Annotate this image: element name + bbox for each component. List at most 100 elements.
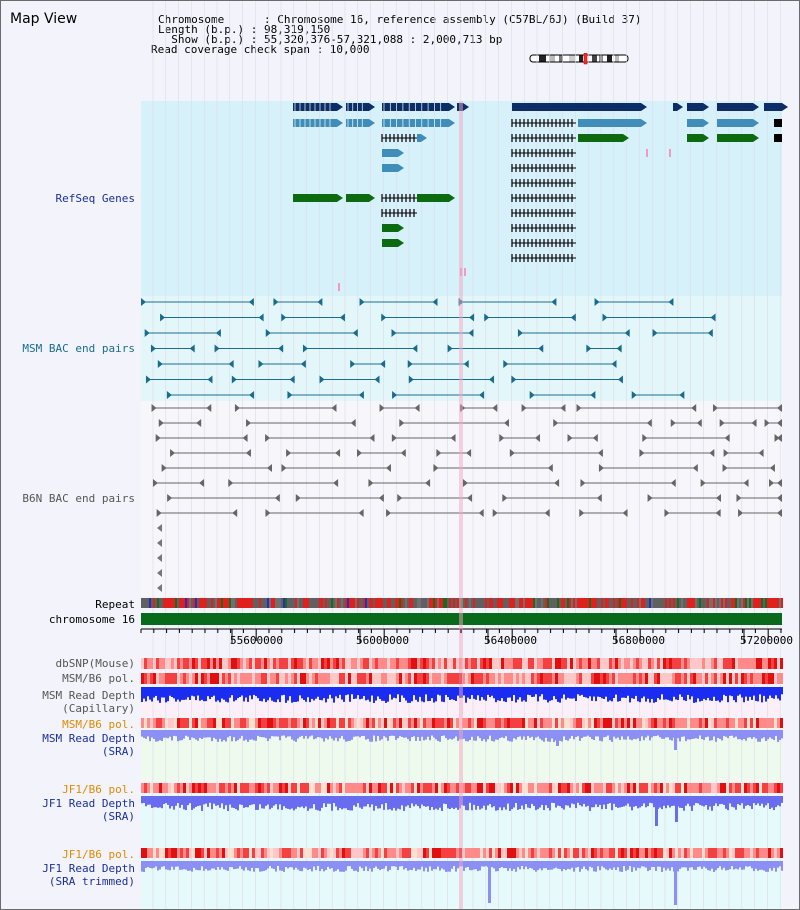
repeat-element [531, 598, 533, 608]
jf1-depth-sra-bar [457, 796, 459, 810]
gene-feature [578, 119, 641, 127]
track-label-jf1-b6-pol-2[interactable]: JF1/B6 pol. [62, 848, 135, 861]
msm-bac-pair-end [652, 329, 658, 337]
jf1-pol-cell [759, 783, 762, 793]
jf1-depth-sra-bar [175, 796, 177, 806]
jf1-pol2-cell [384, 848, 387, 858]
msm-pol2-cell [552, 718, 555, 728]
msm-depth-cap-bar [329, 687, 331, 695]
jf1-pol2-cell [378, 848, 381, 858]
msm-depth-sra-bar [449, 730, 451, 739]
jf1-depth-sra-bar [311, 796, 313, 809]
jf1-depth-sra-bar [183, 796, 185, 810]
dbsnp-cell [417, 658, 420, 669]
track-label-chromosome[interactable]: chromosome 16 [48, 613, 135, 626]
repeat-element [189, 598, 191, 608]
msm-bac-pair-end [215, 329, 221, 337]
jf1-pol2-cell [261, 848, 264, 858]
jf1-depth-trim-bar [753, 861, 755, 872]
jf1-pol-cell [156, 783, 159, 793]
jf1-pol-cell [594, 783, 597, 793]
show-range-info: Show (b.p.) : 55,320,376-57,321,088 : 2,… [158, 33, 503, 46]
track-label-msm-b6-pol-2[interactable]: MSM/B6 pol. [62, 718, 135, 731]
dbsnp-cell [771, 658, 774, 669]
jf1-pol2-cell [483, 848, 486, 858]
track-label-b6n-bac[interactable]: B6N BAC end pairs [22, 492, 135, 505]
repeat-element [199, 598, 201, 608]
msm-bac-pair-end [141, 298, 147, 306]
msm-pol-cell [570, 673, 573, 684]
gene-feature [673, 103, 677, 111]
track-label-jf1-depth-sra[interactable]: JF1 Read Depth [42, 797, 135, 810]
jf1-pol-cell [240, 783, 243, 793]
jf1-depth-sra-bar [485, 796, 487, 810]
gene-feature [717, 134, 753, 142]
jf1-depth-sra-bar [383, 796, 385, 810]
msm-depth-cap-bar [589, 687, 591, 697]
gene-strand-arrow [369, 194, 375, 202]
jf1-depth-sra-bar [321, 796, 323, 808]
jf1-depth-trim-bar [779, 861, 781, 867]
msm-depth-sra-bar [301, 730, 303, 736]
jf1-depth-sra-bar [303, 796, 305, 809]
msm-bac-pair-end [289, 375, 295, 384]
b6n-bac-pair-end [267, 464, 273, 472]
jf1-pol2-cell [453, 848, 456, 858]
msm-pol2-cell [246, 718, 249, 728]
jf1-depth-sra-bar [401, 796, 403, 806]
dbsnp-cell [687, 658, 690, 669]
track-label-jf1-b6-pol[interactable]: JF1/B6 pol. [62, 783, 135, 796]
track-label-repeat[interactable]: Repeat [95, 598, 135, 611]
msm-depth-sra-bar [455, 730, 457, 737]
msm-pol2-cell [399, 718, 402, 728]
chromosome-ideogram[interactable] [529, 53, 631, 65]
jf1-pol2-cell [549, 848, 552, 858]
jf1-depth-sra-bar [511, 796, 513, 810]
jf1-depth-sra-bar [579, 796, 581, 806]
msm-pol-cell [489, 673, 492, 684]
jf1-depth-sra-bar [673, 796, 675, 806]
msm-pol-cell [300, 673, 303, 684]
jf1-depth-trim-bar [413, 861, 415, 868]
jf1-pol-cell [345, 783, 348, 793]
repeat-element [433, 598, 435, 608]
track-label-msm-b6-pol[interactable]: MSM/B6 pol. [62, 672, 135, 685]
track-label-dbsnp[interactable]: dbSNP(Mouse) [55, 657, 135, 670]
jf1-pol-cell [198, 783, 201, 793]
track-label-msm-depth-cap[interactable]: MSM Read Depth [42, 689, 135, 702]
jf1-pol-cell [624, 783, 627, 793]
msm-pol2-cell [429, 718, 432, 728]
b6n-bac-pair-end [597, 449, 603, 457]
msm-bac-pair-end [538, 344, 544, 353]
msm-depth-cap-bar [263, 687, 265, 699]
msm-depth-cap-bar [149, 687, 151, 700]
jf1-depth-sra-bar [149, 796, 151, 805]
dbsnp-cell [468, 658, 471, 669]
jf1-pol2-cell [294, 848, 297, 858]
dbsnp-cell [453, 658, 456, 669]
repeat-element [331, 598, 333, 608]
track-label-msm-depth-sra[interactable]: MSM Read Depth [42, 732, 135, 745]
track-label-refseq[interactable]: RefSeq Genes [55, 192, 135, 205]
dbsnp-cell [540, 658, 543, 669]
msm-depth-sra-bar [545, 730, 547, 738]
msm-pol2-cell [381, 718, 384, 728]
msm-depth-sra-bar [551, 730, 553, 739]
msm-depth-cap-bar [257, 687, 259, 699]
jf1-depth-sra-bar [589, 796, 591, 811]
gene-strand-arrow [369, 103, 375, 111]
msm-bac-pair-end [381, 313, 387, 322]
jf1-pol2-cell [207, 848, 210, 858]
msm-depth-sra-bar [535, 730, 537, 738]
jf1-depth-trim-bar [743, 861, 745, 870]
msm-bac-pair-end [150, 344, 156, 353]
jf1-pol-cell [342, 783, 345, 793]
track-label-msm-bac[interactable]: MSM BAC end pairs [22, 342, 135, 355]
repeat-element [163, 598, 165, 608]
dbsnp-cell [705, 658, 708, 669]
msm-depth-sra-bar [409, 730, 411, 742]
msm-pol-cell [606, 673, 609, 684]
track-label-jf1-depth-trim[interactable]: JF1 Read Depth [42, 862, 135, 875]
jf1-depth-trim-bar [627, 861, 629, 870]
